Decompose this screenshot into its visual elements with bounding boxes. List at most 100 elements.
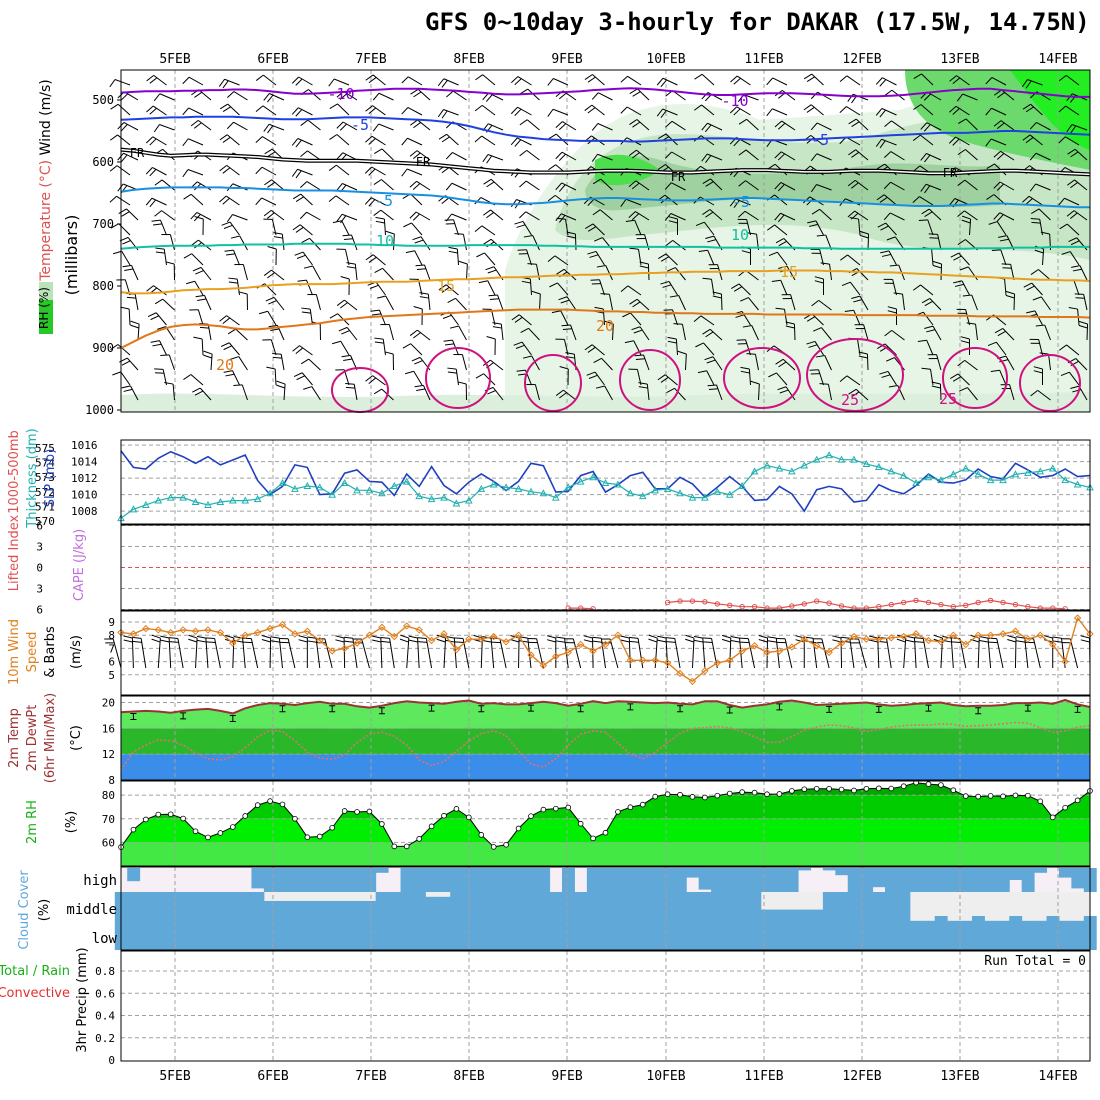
wind-speed-point: [415, 626, 423, 634]
wind-barb-feather: [365, 375, 373, 382]
rh-tick-label: 80: [102, 789, 115, 802]
wind-barb-feather: [705, 235, 715, 239]
wind-barb-feather: [419, 292, 429, 295]
upper-wind-barb: [1034, 310, 1043, 326]
upper-wind-barb: [232, 370, 240, 386]
wind-barb-feather: [549, 282, 558, 288]
wind-barb-feather: [559, 392, 567, 399]
rh-point: [664, 791, 671, 798]
middle-cloud-bar: [1034, 920, 1048, 924]
thickness-point: [614, 480, 622, 488]
low-cloud-bar: [909, 924, 923, 950]
upper-wind-barb: [678, 295, 686, 311]
wind-barb-feather: [771, 279, 781, 283]
upper-wind-barb: [1075, 358, 1088, 371]
upper-wind-barb: [681, 324, 686, 341]
wind-barb-feather: [364, 166, 372, 174]
upper-wind-barb: [393, 233, 395, 251]
low-cloud-bar: [437, 924, 451, 950]
low-cloud-bar: [996, 924, 1010, 950]
wind-barb-feather: [556, 268, 565, 275]
low-cloud-bar: [388, 924, 402, 950]
wind-barb-feather: [738, 149, 747, 156]
upper-wind-barb: [570, 324, 577, 341]
wind-speed-tick-label: 6: [108, 656, 115, 669]
wind-barb-feather: [733, 139, 741, 147]
wind-barb-feather: [1007, 635, 1017, 639]
pressure-tick-label: 700: [92, 217, 114, 231]
rh-tick-label: 60: [102, 836, 115, 849]
wind-barb-feather: [188, 634, 198, 639]
upper-wind-barb: [341, 213, 358, 221]
temperature-contours: [120, 87, 1091, 349]
wind-barb-feather: [1030, 217, 1040, 220]
upper-wind-barb: [814, 341, 824, 356]
temp-minmax-bar: [378, 707, 385, 715]
temp-minmax-bar: [180, 712, 187, 720]
rh-point: [304, 834, 311, 840]
wind-barb-feather: [920, 153, 927, 161]
wind-barb-feather: [811, 299, 820, 307]
wind-barb-feather: [372, 639, 382, 643]
upper-wind-barb: [1083, 294, 1088, 311]
thickness-point: [1036, 467, 1045, 475]
upper-wind-barb: [190, 193, 204, 206]
upper-wind-barb: [1064, 197, 1080, 206]
wind-barb-feather: [705, 155, 712, 163]
upper-wind-barb: [484, 252, 496, 266]
wind-barb-feather: [886, 357, 895, 362]
upper-wind-barb: [921, 73, 934, 86]
surface-wind-barb: [168, 638, 172, 669]
upper-wind-barb: [487, 280, 496, 296]
rh-point: [888, 785, 895, 792]
temperature-contour: [120, 242, 1090, 250]
upper-wind-barb: [643, 354, 650, 371]
wind-barb-feather: [341, 354, 351, 358]
lifted-index-point: [689, 598, 696, 604]
rh-point: [1037, 798, 1044, 805]
upper-wind-barb: [819, 208, 832, 221]
upper-wind-barb: [552, 108, 569, 116]
wind-speed-point: [899, 632, 908, 641]
wind-barb-feather: [629, 298, 638, 305]
temp-series-line: [120, 698, 1091, 715]
wind-barb-feather: [997, 92, 1005, 99]
wind-barb-feather: [1025, 80, 1032, 89]
wind-barb-feather: [917, 339, 927, 343]
cloud-layer-low: low: [92, 931, 118, 947]
date-tick-bottom: 9FEB: [551, 1069, 582, 1084]
high-cloud-bar: [127, 868, 141, 882]
svg-text:CAPE (J/kg): CAPE (J/kg): [72, 529, 87, 601]
upper-wind-barb: [600, 178, 613, 191]
wind-barb-feather: [296, 254, 306, 259]
middle-cloud-bar: [723, 892, 737, 924]
wind-barb-feather: [449, 325, 459, 329]
wind-speed-point: [403, 622, 411, 630]
wind-barb-feather: [740, 366, 750, 370]
upper-wind-barb: [574, 233, 577, 251]
wind-barb-feather: [747, 232, 757, 235]
wind-barb-feather: [685, 634, 695, 639]
wind-barb-feather: [303, 386, 312, 390]
low-cloud-bar: [1034, 924, 1048, 950]
upper-wind-barb: [965, 309, 970, 326]
upper-wind-barb: [816, 184, 832, 191]
wind-barb-feather: [879, 196, 888, 203]
high-cloud-bar: [885, 868, 898, 892]
wind-barb-feather: [1068, 307, 1078, 310]
wind-barb-feather: [991, 249, 1001, 251]
upper-wind-barb: [955, 136, 970, 146]
wind-barb-feather: [986, 194, 995, 200]
thickness-point: [315, 483, 324, 491]
middle-cloud-bar: [599, 892, 613, 924]
upper-wind-barb: [736, 75, 751, 86]
wind-barb-feather: [365, 74, 374, 81]
wind-barb-feather: [329, 103, 338, 109]
high-cloud-bar: [959, 868, 973, 892]
wind-barb-feather: [785, 321, 795, 325]
lifted-index-point: [826, 600, 832, 606]
wind-barb-feather: [1066, 179, 1075, 186]
wind-barb-feather: [589, 254, 599, 258]
wind-speed-point: [775, 647, 784, 655]
wind-barb-feather: [195, 270, 204, 275]
